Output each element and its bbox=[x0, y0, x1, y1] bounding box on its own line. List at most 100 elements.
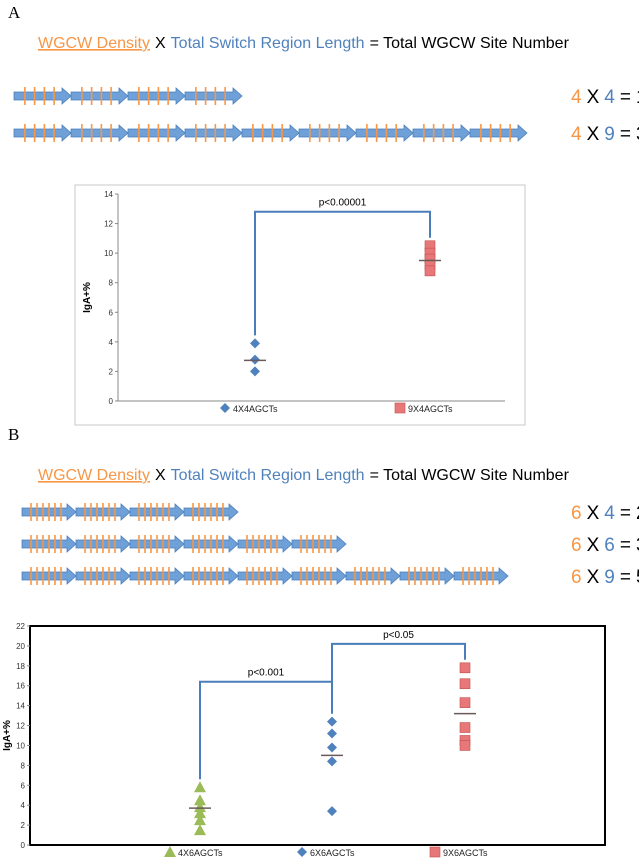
eq-length: Total Switch Region Length bbox=[171, 35, 365, 52]
marker-triangle bbox=[194, 814, 206, 826]
y-tick-label: 10 bbox=[104, 249, 113, 258]
legend-label: 4X4AGCTs bbox=[233, 404, 278, 414]
y-tick-label: 18 bbox=[16, 662, 25, 671]
row-times: X bbox=[587, 567, 600, 588]
p-value: p<0.00001 bbox=[319, 198, 367, 209]
equation: WGCW Density X Total Switch Region Length =… bbox=[38, 35, 570, 52]
marker-diamond bbox=[327, 806, 337, 817]
marker-diamond bbox=[250, 366, 260, 377]
eq-equals: = Total WGCW Site Number bbox=[370, 35, 570, 52]
y-tick-label: 4 bbox=[109, 338, 114, 347]
significance-bracket bbox=[331, 642, 466, 714]
row-equation: 6X6=36 bbox=[571, 535, 639, 556]
panel-label: A bbox=[8, 3, 21, 22]
marker-triangle bbox=[164, 846, 176, 857]
row-times: X bbox=[587, 87, 600, 108]
switch-region bbox=[13, 87, 243, 105]
row-total: 16 bbox=[636, 87, 639, 108]
arrow-segment bbox=[412, 124, 471, 142]
row-length: 4 bbox=[604, 87, 615, 108]
significance-bracket bbox=[254, 210, 431, 336]
p-value: p<0.05 bbox=[383, 630, 414, 641]
row-density: 6 bbox=[571, 567, 582, 588]
y-tick-label: 20 bbox=[16, 642, 25, 651]
y-tick-label: 14 bbox=[16, 702, 25, 711]
arrow-segment bbox=[184, 87, 243, 105]
marker-square bbox=[459, 722, 471, 733]
row-times: X bbox=[587, 503, 600, 524]
row-equation: 4X9=36 bbox=[571, 124, 639, 145]
y-tick-label: 0 bbox=[109, 397, 114, 406]
marker-square bbox=[459, 697, 471, 708]
y-tick-label: 16 bbox=[16, 682, 25, 691]
arrow-segment bbox=[127, 124, 186, 142]
marker-square bbox=[429, 846, 441, 858]
switch-region bbox=[21, 503, 239, 521]
legend-label: 9X6AGCTs bbox=[443, 848, 488, 858]
marker-triangle bbox=[194, 824, 206, 836]
row-density: 6 bbox=[571, 535, 582, 556]
significance-bracket bbox=[199, 680, 333, 780]
eq-times: X bbox=[155, 467, 166, 484]
equation: WGCW Density X Total Switch Region Length =… bbox=[38, 467, 570, 484]
row-equation: 6X4=24 bbox=[571, 503, 639, 524]
switch-region bbox=[21, 567, 509, 585]
marker-triangle bbox=[194, 801, 206, 813]
arrow-segment bbox=[298, 124, 357, 142]
arrow-segment bbox=[70, 87, 129, 105]
row-density: 4 bbox=[571, 87, 582, 108]
y-tick-label: 22 bbox=[16, 622, 25, 631]
eq-density: WGCW Density bbox=[38, 467, 150, 484]
row-total: 36 bbox=[636, 124, 639, 145]
y-axis-label: IgA+% bbox=[82, 282, 93, 313]
row-density: 6 bbox=[571, 503, 582, 524]
row-equation: 6X9=54 bbox=[571, 567, 639, 588]
y-tick-label: 2 bbox=[109, 367, 114, 376]
marker-diamond bbox=[327, 756, 337, 767]
y-tick-label: 14 bbox=[104, 190, 113, 199]
row-equals: = bbox=[620, 535, 631, 556]
eq-times: X bbox=[155, 35, 166, 52]
switch-region bbox=[13, 124, 528, 142]
marker-diamond bbox=[250, 338, 260, 349]
arrow-segment bbox=[184, 124, 243, 142]
row-length: 9 bbox=[604, 124, 615, 145]
arrow-segment bbox=[13, 124, 72, 142]
row-equals: = bbox=[620, 124, 631, 145]
row-density: 4 bbox=[571, 124, 582, 145]
panel-label: B bbox=[8, 425, 19, 444]
row-equation: 4X4=16 bbox=[571, 87, 639, 108]
eq-density: WGCW Density bbox=[38, 35, 150, 52]
y-tick-label: 4 bbox=[21, 801, 26, 810]
row-times: X bbox=[587, 535, 600, 556]
marker-triangle bbox=[194, 794, 206, 806]
marker-square bbox=[459, 740, 471, 751]
arrow-segment bbox=[70, 124, 129, 142]
row-total: 36 bbox=[636, 535, 639, 556]
y-tick-label: 10 bbox=[16, 741, 25, 750]
y-tick-label: 8 bbox=[109, 279, 114, 288]
arrow-segment bbox=[469, 124, 528, 142]
marker-square bbox=[459, 678, 471, 690]
arrow-segment bbox=[13, 87, 72, 105]
arrow-segment bbox=[127, 87, 186, 105]
marker-triangle bbox=[194, 781, 206, 793]
arrow-segment bbox=[241, 124, 300, 142]
p-value: p<0.001 bbox=[248, 668, 285, 679]
y-tick-label: 12 bbox=[104, 220, 113, 229]
legend-label: 9X4AGCTs bbox=[408, 404, 453, 414]
row-times: X bbox=[587, 124, 600, 145]
marker-diamond bbox=[327, 716, 337, 727]
row-total: 54 bbox=[636, 567, 639, 588]
legend-label: 4X6AGCTs bbox=[178, 848, 223, 858]
row-equals: = bbox=[620, 87, 631, 108]
marker-triangle bbox=[194, 807, 206, 819]
y-tick-label: 6 bbox=[109, 308, 114, 317]
marker-diamond bbox=[220, 403, 230, 413]
marker-square bbox=[459, 662, 471, 674]
eq-length: Total Switch Region Length bbox=[171, 467, 365, 484]
row-length: 6 bbox=[604, 535, 615, 556]
chart-frame bbox=[74, 184, 526, 426]
